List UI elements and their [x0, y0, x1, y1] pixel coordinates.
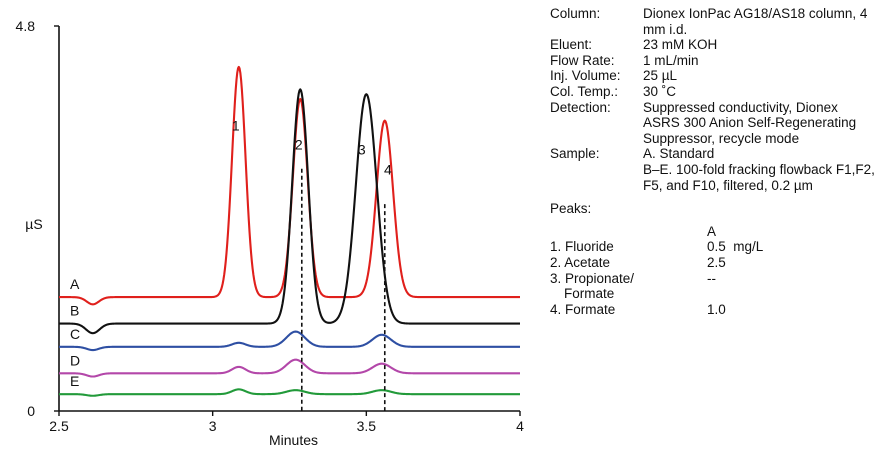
- detection-value: Suppressed conductivity, Dionex ASRS 300…: [643, 99, 857, 146]
- peaks-column-header: A: [707, 223, 717, 239]
- peak-number-label: 3: [358, 141, 366, 157]
- sample-label: Sample:: [550, 146, 600, 162]
- trace-label-a: A: [70, 276, 80, 292]
- x-tick-label: 3.5: [357, 418, 377, 434]
- flow-rate-value: 1 mL/min: [643, 52, 699, 68]
- x-tick-label: 3: [209, 418, 217, 434]
- flow-rate-row: Flow Rate: 1 mL/min: [550, 53, 876, 69]
- y-tick-label: 4.8: [16, 18, 36, 34]
- flow-rate-label: Flow Rate:: [550, 52, 615, 68]
- sample-value-flowback: B–E. 100-fold fracking flowback F1,F2, F…: [643, 161, 875, 193]
- peaks-list: 1. Fluoride 0.5 mg/L 2. Acetate 2.5 3. P…: [550, 239, 876, 317]
- peak-name: 3. Propionate/: [550, 270, 635, 286]
- injection-volume-row: Inj. Volume: 25 µL: [550, 68, 876, 84]
- y-tick-label: 0: [27, 403, 35, 419]
- trace-c: [58, 330, 521, 352]
- sample-row: Sample: A. Standard B–E. 100-fold fracki…: [550, 146, 876, 193]
- sample-value: A. Standard B–E. 100-fold fracking flowb…: [643, 146, 876, 193]
- method-info-panel: Column: Dionex IonPac AG18/AS18 column, …: [550, 6, 876, 317]
- eluent-row: Eluent: 23 mM KOH: [550, 37, 876, 53]
- chart-series: [58, 65, 521, 411]
- peak-value: 1.0: [707, 301, 726, 317]
- eluent-label: Eluent:: [550, 37, 593, 53]
- column-label: Column:: [550, 6, 601, 21]
- peak-value: [707, 286, 876, 302]
- x-tick-label: 4: [516, 418, 524, 434]
- peak-value: --: [707, 270, 716, 286]
- trace-e: [58, 388, 521, 397]
- peak-name: 1. Fluoride: [550, 239, 614, 255]
- detection-label: Detection:: [550, 99, 611, 115]
- peak-number-label: 2: [295, 137, 303, 153]
- peak-number-label: 1: [232, 117, 240, 133]
- peak-name: Formate: [564, 286, 615, 302]
- trace-d: [58, 358, 521, 378]
- peak-value: 0.5 mg/L: [707, 239, 764, 255]
- x-axis-title: Minutes: [269, 432, 318, 448]
- injection-volume-label: Inj. Volume:: [550, 68, 621, 84]
- peak-row: 2. Acetate 2.5: [550, 255, 876, 271]
- trace-a: [58, 65, 521, 306]
- y-axis-title: µS: [25, 216, 42, 232]
- peak-row: 3. Propionate/ --: [550, 271, 876, 287]
- sample-value-standard: A. Standard: [643, 146, 715, 162]
- trace-label-e: E: [70, 373, 79, 389]
- peak-name: 4. Formate: [550, 301, 616, 317]
- detection-row: Detection: Suppressed conductivity, Dion…: [550, 100, 876, 147]
- trace-label-d: D: [70, 352, 80, 368]
- peak-number-label: 4: [384, 161, 392, 177]
- trace-label-c: C: [70, 326, 80, 342]
- column-row: Column: Dionex IonPac AG18/AS18 column, …: [550, 6, 876, 37]
- trace-label-b: B: [70, 303, 79, 319]
- column-temp-row: Col. Temp.: 30 ˚C: [550, 84, 876, 100]
- column-temp-value: 30 ˚C: [643, 83, 677, 99]
- peak-value: 2.5: [707, 254, 726, 270]
- injection-volume-value: 25 µL: [643, 68, 678, 84]
- trace-b: [58, 88, 521, 335]
- peak-row: 4. Formate 1.0: [550, 302, 876, 318]
- column-temp-label: Col. Temp.:: [550, 83, 619, 99]
- peak-row: 1. Fluoride 0.5 mg/L: [550, 239, 876, 255]
- column-value: Dionex IonPac AG18/AS18 column, 4 mm i.d…: [643, 6, 868, 37]
- peak-row: Formate: [550, 286, 876, 302]
- eluent-value: 23 mM KOH: [643, 37, 718, 53]
- x-tick-label: 2.5: [49, 418, 69, 434]
- chart-axes: 2.5 3 3.5 4 0 4.8 Minutes µS: [16, 18, 525, 448]
- peaks-label: Peaks:: [550, 201, 592, 217]
- peak-name: 2. Acetate: [550, 254, 611, 270]
